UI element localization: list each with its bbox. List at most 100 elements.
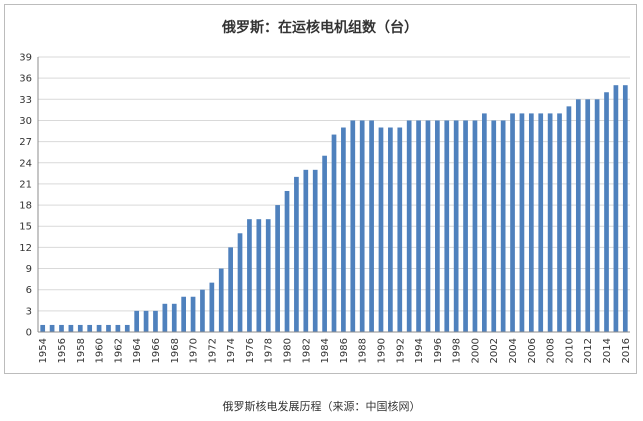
bar: [575, 99, 581, 332]
bar: [106, 324, 111, 332]
bar: [134, 310, 140, 332]
y-tick-label: 6: [26, 285, 32, 296]
bar: [369, 120, 374, 332]
x-tick-label: 1970: [189, 338, 200, 363]
x-tick-label: 1954: [38, 338, 49, 363]
bar: [275, 205, 280, 332]
bar: [528, 113, 534, 333]
x-tick-label: 2016: [621, 338, 632, 363]
bar: [115, 324, 121, 332]
bar: [406, 120, 412, 332]
bar: [96, 324, 102, 332]
x-tick-label: 2012: [583, 338, 594, 363]
y-tick-label: 33: [19, 95, 32, 106]
bar: [482, 113, 487, 333]
x-tick-label: 1958: [76, 338, 87, 363]
x-tick-label: 1984: [320, 338, 331, 363]
bar: [359, 120, 365, 332]
y-tick-label: 30: [19, 116, 32, 127]
y-tick-label: 27: [19, 137, 32, 148]
bar: [200, 289, 205, 332]
figure-caption: 俄罗斯核电发展历程（来源：中国核网）: [222, 400, 421, 413]
x-tick-label: 2014: [602, 338, 613, 363]
bar: [181, 296, 186, 332]
bar: [463, 120, 468, 332]
y-tick-label: 15: [19, 222, 32, 233]
bar: [294, 176, 299, 332]
bar: [331, 134, 337, 332]
x-tick-label: 1996: [433, 338, 444, 363]
x-tick-label: 1960: [95, 338, 106, 363]
bar: [59, 324, 64, 332]
bar: [388, 127, 393, 332]
y-tick-label: 18: [19, 201, 32, 212]
bar: [87, 324, 93, 332]
chart-title: 俄罗斯：在运核电机组数（台）: [221, 19, 418, 36]
x-tick-label: 1986: [339, 338, 350, 363]
x-tick-label: 1994: [414, 338, 425, 363]
bar: [557, 113, 562, 333]
bar: [265, 219, 271, 332]
bar: [284, 190, 290, 332]
bar: [171, 303, 177, 332]
bar: [228, 247, 233, 332]
bar: [547, 113, 553, 333]
y-tick-label: 39: [19, 53, 32, 64]
bar: [256, 219, 262, 332]
x-tick-label: 1982: [301, 338, 312, 363]
bar: [143, 310, 149, 332]
x-axis-ticks: 1954 1956 1958 1960 1962 1964 1966 1968 1970 1972…: [38, 338, 632, 363]
x-tick-label: 1990: [376, 338, 387, 363]
bar: [209, 282, 215, 332]
x-tick-label: 1976: [245, 338, 256, 363]
y-tick-label: 36: [19, 74, 32, 85]
x-tick-label: 2010: [564, 338, 575, 363]
bar: [312, 169, 318, 332]
bar: [444, 120, 450, 332]
bar: [153, 310, 158, 332]
x-tick-label: 1966: [151, 338, 162, 363]
bar: [341, 127, 346, 332]
x-tick-label: 1962: [113, 338, 124, 363]
x-tick-label: 2006: [527, 338, 538, 363]
x-tick-label: 1968: [170, 338, 181, 363]
x-tick-label: 2004: [508, 338, 519, 363]
y-tick-label: 12: [19, 243, 32, 254]
x-tick-label: 2002: [489, 338, 500, 363]
x-tick-label: 2000: [470, 338, 481, 363]
x-tick-label: 1956: [57, 338, 68, 363]
x-tick-label: 2008: [546, 338, 557, 363]
bar: [510, 113, 515, 333]
bar: [491, 120, 497, 332]
bar: [49, 324, 55, 332]
x-tick-label: 1988: [358, 338, 369, 363]
bar: [604, 92, 609, 332]
axes: [37, 57, 630, 333]
bar: [585, 99, 591, 332]
bar: [124, 324, 130, 332]
bar: [538, 113, 544, 333]
bar: [68, 324, 74, 332]
x-tick-label: 1992: [395, 338, 406, 363]
bar: [190, 296, 196, 332]
bar: [613, 85, 619, 332]
x-tick-label: 1972: [207, 338, 218, 363]
bar: [218, 268, 224, 332]
x-tick-label: 1978: [264, 338, 275, 363]
bar: [416, 120, 421, 332]
y-tick-label: 3: [26, 306, 32, 317]
x-tick-label: 1998: [452, 338, 463, 363]
bar: [435, 120, 440, 332]
x-tick-label: 1974: [226, 338, 237, 363]
bar: [162, 303, 168, 332]
bar: [566, 106, 572, 332]
bar: [472, 120, 478, 332]
bars: [40, 85, 628, 333]
chart-frame: 俄罗斯：在运核电机组数（台） 0 3 6 9 12 15 18 21 24 27 30 33 36 39 …: [4, 4, 637, 374]
bar: [378, 127, 384, 332]
bar: [322, 155, 327, 332]
bar: [397, 127, 403, 332]
bar: [237, 233, 243, 332]
bar: [500, 120, 506, 332]
bar: [350, 120, 356, 332]
